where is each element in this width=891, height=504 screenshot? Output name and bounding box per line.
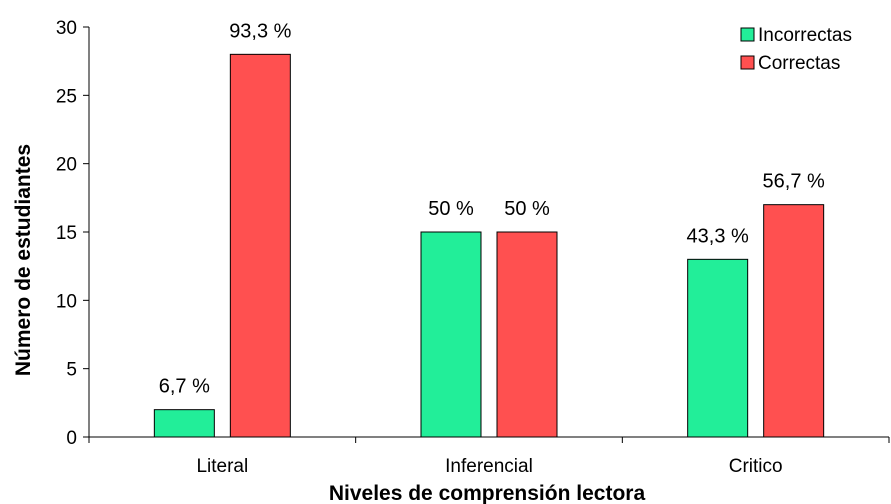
y-tick-label: 5 bbox=[66, 360, 77, 381]
data-labels: 6,7 % 93,3 % 50 % 50 % 43,3 % 56,7 % bbox=[159, 20, 825, 397]
bar-incorrectas-inferencial bbox=[420, 231, 482, 438]
bars bbox=[153, 53, 825, 438]
y-tick-label: 30 bbox=[56, 18, 77, 39]
legend-label-correctas: Correctas bbox=[758, 53, 840, 74]
axes: 0 5 10 15 20 25 30 Literal Inferencial Critico bbox=[56, 18, 890, 477]
y-tick-label: 10 bbox=[56, 291, 77, 312]
y-axis-title: Número de estudiantes bbox=[12, 144, 35, 376]
bar-incorrectas-literal bbox=[153, 409, 215, 438]
x-tick-label: Critico bbox=[729, 456, 783, 477]
data-label: 6,7 % bbox=[159, 376, 210, 398]
bar-correctas-critico bbox=[763, 204, 825, 438]
bar-incorrectas-critico bbox=[687, 258, 749, 438]
x-tick-label: Literal bbox=[196, 456, 248, 477]
legend: Incorrectas Correctas bbox=[740, 25, 852, 74]
data-label: 56,7 % bbox=[763, 171, 825, 193]
y-tick-label: 25 bbox=[56, 86, 77, 107]
data-label: 50 % bbox=[428, 198, 474, 220]
data-label: 50 % bbox=[504, 198, 550, 220]
bar-correctas-literal bbox=[229, 53, 291, 438]
x-tick-label: Inferencial bbox=[445, 456, 533, 477]
y-tick-label: 15 bbox=[56, 223, 77, 244]
y-tick-label: 0 bbox=[66, 428, 77, 449]
legend-swatch-incorrectas bbox=[740, 27, 755, 42]
x-axis-title: Niveles de comprensión lectora bbox=[329, 482, 646, 504]
data-label: 43,3 % bbox=[687, 225, 749, 247]
data-label: 93,3 % bbox=[229, 20, 291, 42]
legend-label-incorrectas: Incorrectas bbox=[758, 25, 852, 46]
bar-correctas-inferencial bbox=[496, 231, 558, 438]
y-tick-label: 20 bbox=[56, 155, 77, 176]
legend-swatch-correctas bbox=[740, 55, 755, 70]
